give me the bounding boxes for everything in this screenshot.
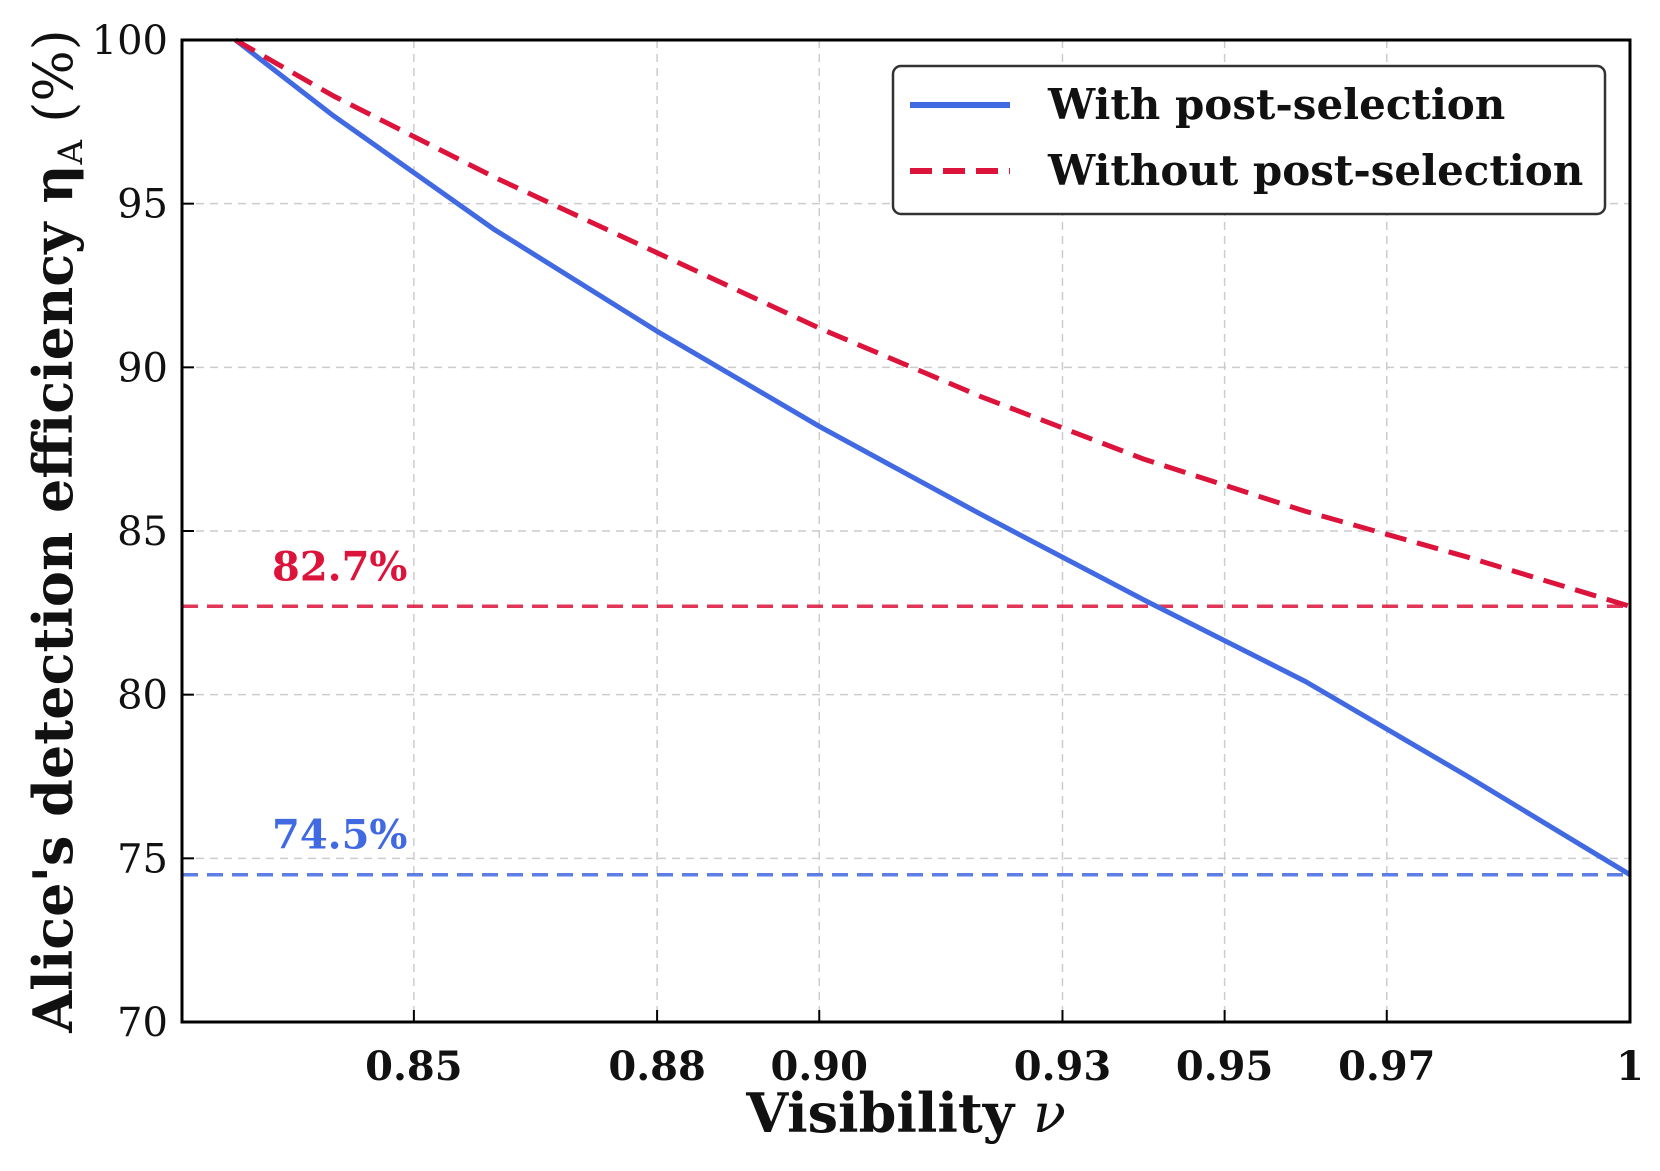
x-tick-label: 1 — [1616, 1043, 1644, 1090]
x-tick-label: 0.95 — [1176, 1043, 1273, 1090]
x-tick-label: 0.90 — [771, 1043, 868, 1090]
x-tick-label: 0.85 — [365, 1043, 462, 1090]
reference-line-label: 74.5% — [272, 812, 407, 859]
legend-box — [891, 64, 1607, 216]
y-tick-label: 85 — [117, 509, 168, 555]
y-tick-label: 75 — [117, 836, 168, 882]
reference-lines — [182, 604, 1630, 877]
ticks: 0.85 0.88 0.90 0.93 0.95 0.97 1 70 75 80 85 90 95 100 — [92, 18, 1644, 1090]
y-tick-label: 95 — [117, 182, 168, 228]
reference-line-label: 82.7% — [272, 543, 407, 590]
legend-label-without-post-selection: Without post-selection — [1047, 146, 1583, 195]
annotations: 82.7% 74.5% — [272, 543, 407, 858]
y-tick-label: 80 — [117, 673, 168, 719]
series-lines — [233, 37, 1632, 877]
legend-label-with-post-selection: With post-selection — [1047, 80, 1505, 129]
y-tick-label: 100 — [92, 18, 168, 64]
x-axis-title: Visibility ν — [745, 1081, 1066, 1145]
x-tick-label: 0.88 — [608, 1043, 705, 1090]
legend: With post-selection Without post-selecti… — [891, 64, 1607, 216]
y-axis-title: Alice's detection efficiency ηA (%) — [21, 29, 91, 1033]
series-line — [233, 38, 1632, 877]
x-tick-label: 0.93 — [1014, 1043, 1111, 1090]
y-tick-label: 90 — [117, 345, 168, 391]
y-tick-label: 70 — [117, 1000, 168, 1046]
x-tick-label: 0.97 — [1338, 1043, 1435, 1090]
series-line — [234, 37, 1631, 609]
